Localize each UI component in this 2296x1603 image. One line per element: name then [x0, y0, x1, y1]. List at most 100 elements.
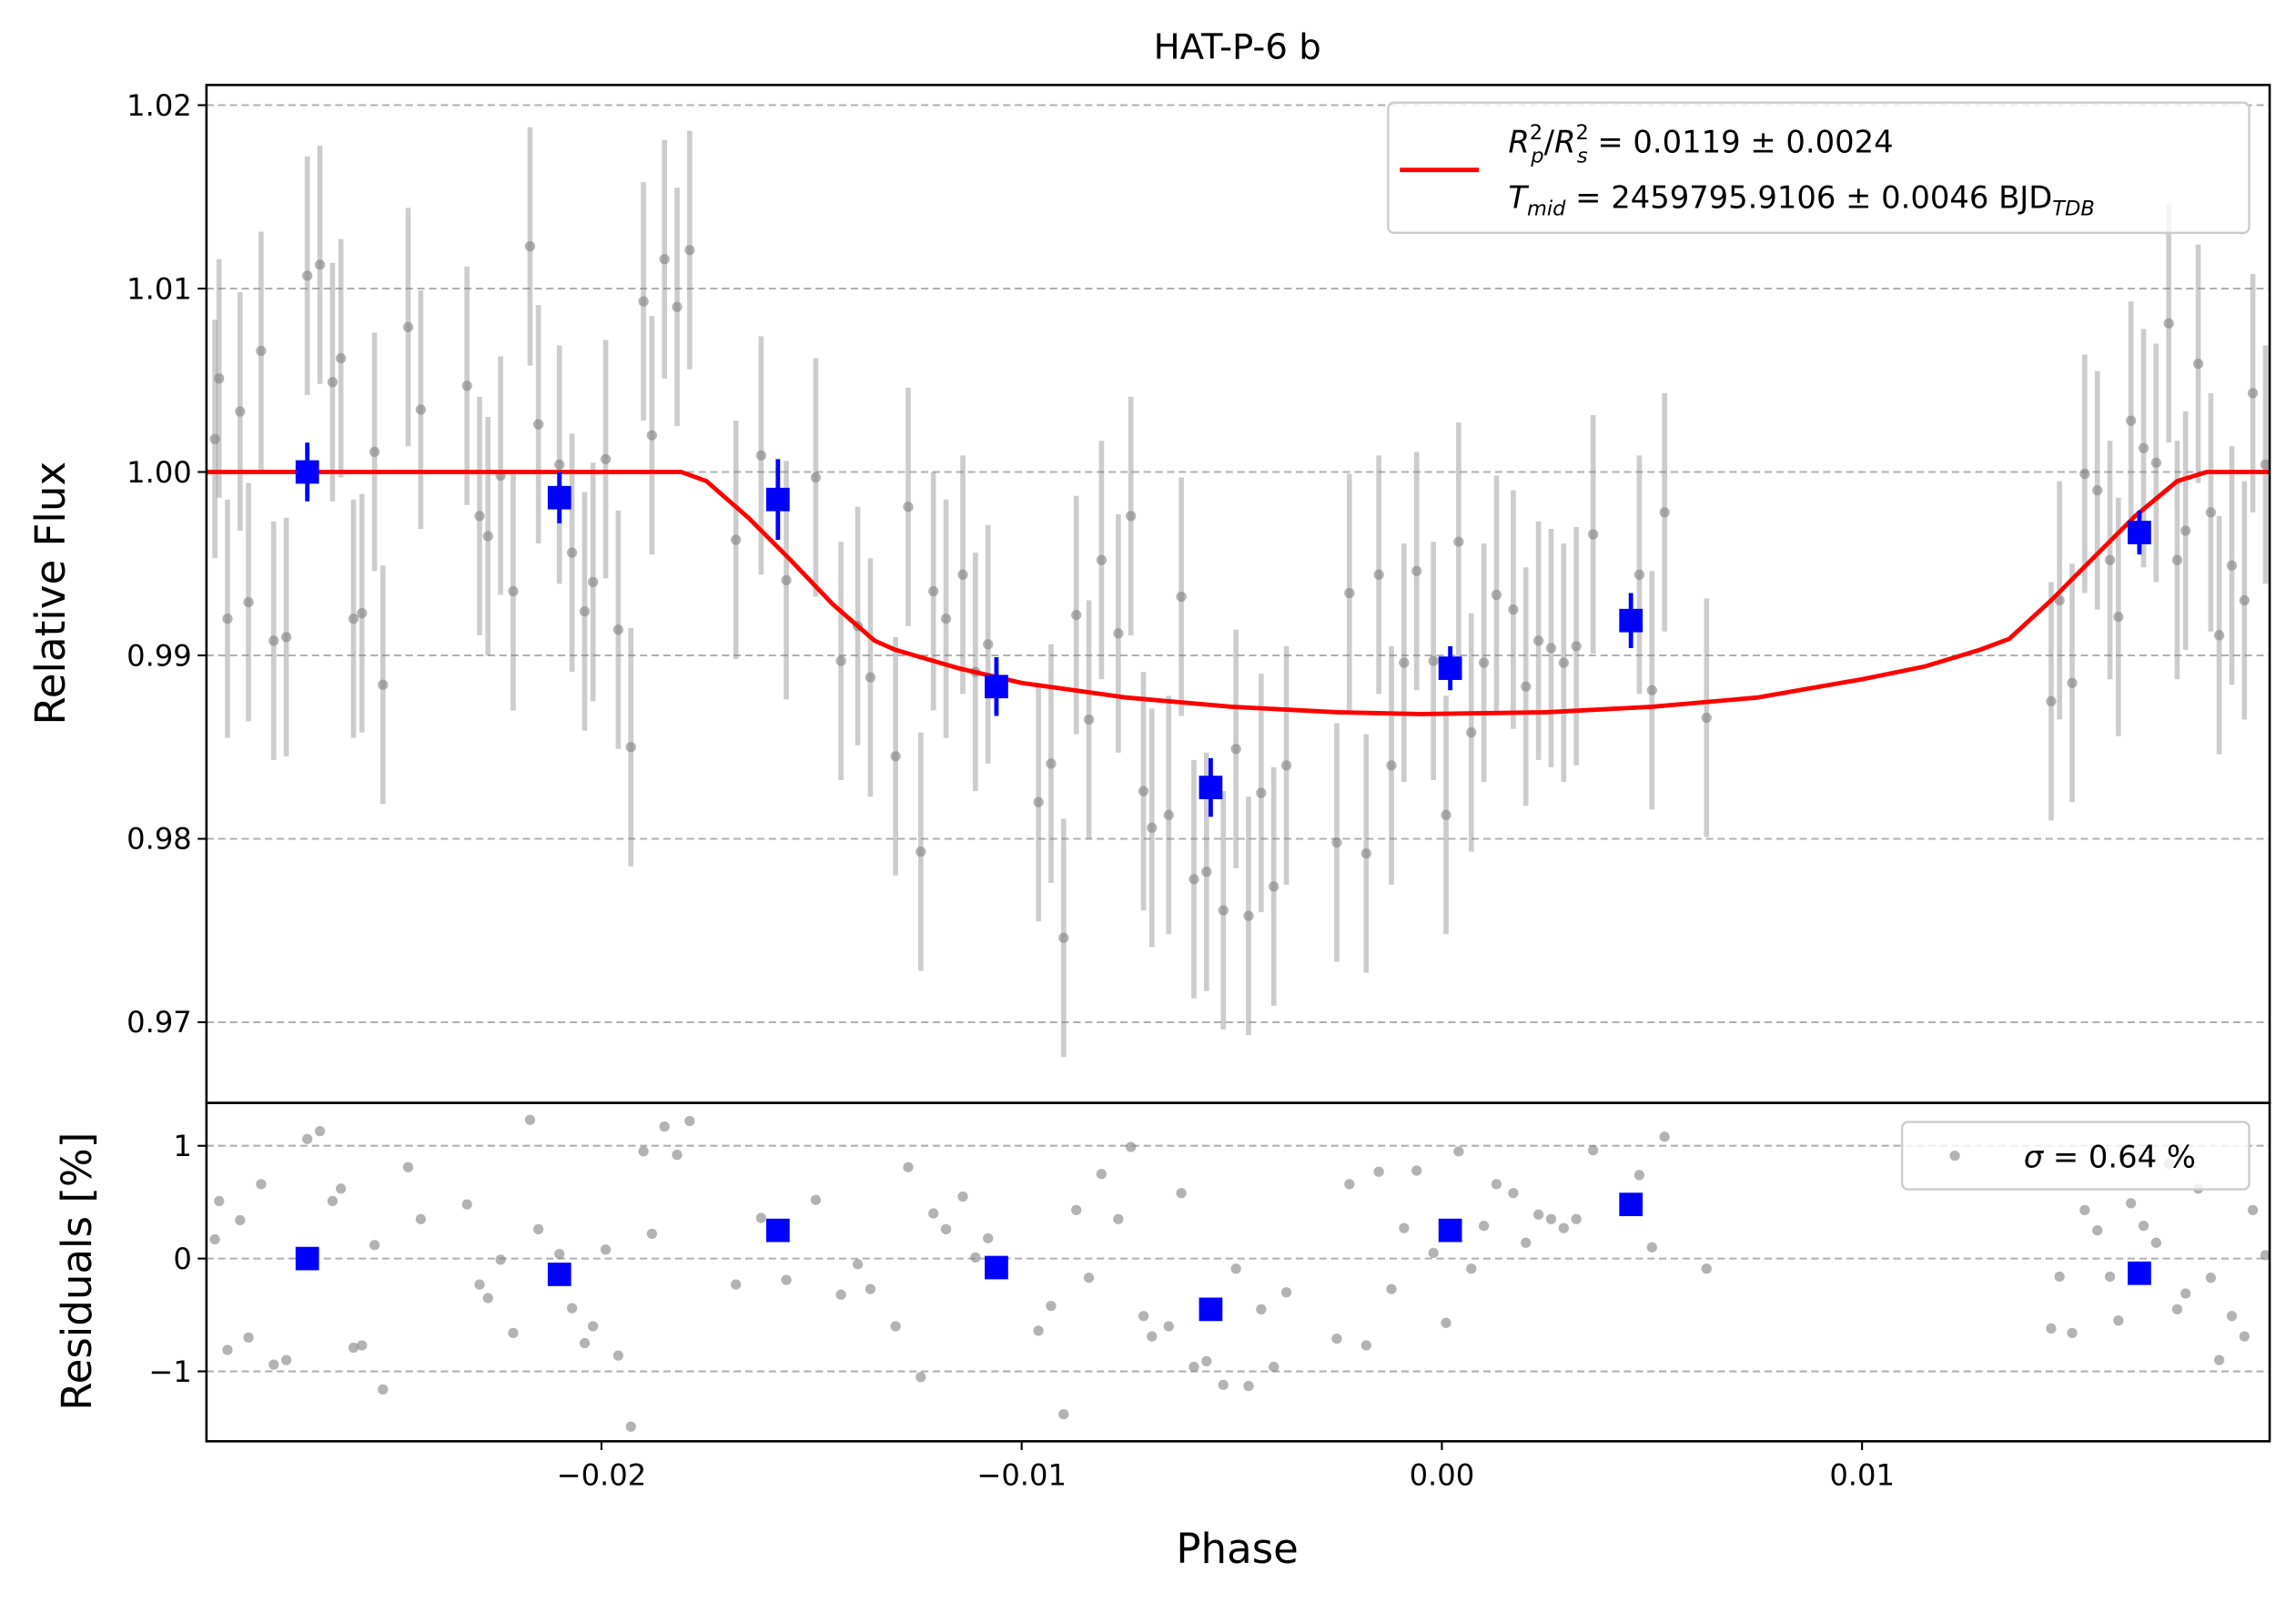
- data-point: [625, 1421, 636, 1432]
- data-point: [810, 1194, 822, 1205]
- data-point: [1399, 1223, 1410, 1233]
- legend-text: mid: [1527, 198, 1566, 221]
- legend-text: = 2459795.9106 ± 0.0046 BJD: [1565, 180, 2052, 216]
- data-point: [268, 1359, 279, 1370]
- legend-text: = 0.0119 ± 0.0024: [1588, 124, 1894, 159]
- data-point: [1571, 1213, 1582, 1224]
- y-tick-label: 0.99: [126, 638, 192, 673]
- data-point: [1138, 1311, 1149, 1322]
- data-point: [1633, 569, 1645, 580]
- data-point: [1201, 1355, 1212, 1367]
- data-point: [235, 1214, 246, 1226]
- chart-title: HAT-P-6 b: [1154, 26, 1321, 67]
- data-point: [2150, 457, 2161, 469]
- data-point: [1083, 1273, 1095, 1283]
- data-point: [1344, 587, 1355, 599]
- data-point: [2046, 695, 2057, 707]
- data-point: [1428, 655, 1439, 666]
- data-point: [579, 606, 591, 617]
- data-point: [357, 1340, 368, 1351]
- data-point: [957, 569, 968, 580]
- legend-label: R2 p/R2 s = 0.0119 ± 0.0024: [1508, 121, 1893, 168]
- y-tick-label: 1.00: [126, 455, 192, 490]
- data-point: [928, 585, 939, 597]
- data-point: [1331, 837, 1342, 848]
- data-point: [302, 270, 313, 281]
- data-point: [1373, 1166, 1384, 1177]
- data-point: [1096, 1169, 1108, 1180]
- data-point: [672, 301, 683, 312]
- data-point: [928, 1208, 939, 1219]
- data-point: [1126, 511, 1137, 522]
- data-point: [336, 352, 347, 364]
- legend: R2 p/R2 s = 0.0119 ± 0.0024 Tmid = 2459795…: [1387, 101, 2250, 235]
- data-point: [2239, 594, 2250, 606]
- legend-text: σ: [2024, 1139, 2045, 1174]
- binned-point: [2128, 521, 2151, 544]
- data-point: [1280, 1287, 1292, 1298]
- data-point: [1587, 529, 1599, 540]
- data-point: [1344, 1179, 1355, 1190]
- data-point: [495, 1254, 506, 1265]
- data-point: [1083, 714, 1095, 725]
- data-point: [1508, 1188, 1519, 1199]
- data-point: [327, 377, 339, 388]
- y-axis-label: Relative Flux: [26, 462, 75, 725]
- data-point: [659, 1121, 670, 1132]
- y-tick-label: 0: [173, 1242, 191, 1276]
- y-tick-label: 1.01: [126, 271, 192, 306]
- data-point: [1453, 536, 1464, 547]
- data-point: [2126, 415, 2137, 426]
- binned-point: [2128, 1261, 2151, 1285]
- data-point: [1478, 657, 1490, 668]
- legend-text: = 0.64 %: [2043, 1139, 2196, 1174]
- data-point: [1558, 1223, 1569, 1233]
- data-point: [600, 1244, 612, 1255]
- legend: σ = 0.64 %: [1900, 1121, 2250, 1191]
- data-point: [1243, 910, 1254, 921]
- data-point: [524, 241, 536, 252]
- legend-marker: [1949, 1150, 1960, 1162]
- data-point: [402, 321, 414, 332]
- data-point: [1147, 1331, 1158, 1342]
- data-point: [1176, 1188, 1187, 1199]
- bottom-axes-frame: [205, 1101, 2271, 1443]
- data-point: [852, 1259, 864, 1270]
- binned-point: [765, 487, 790, 512]
- data-point: [482, 531, 493, 542]
- data-point: [2213, 1354, 2225, 1365]
- data-point: [1163, 809, 1174, 820]
- data-point: [588, 576, 599, 588]
- data-point: [865, 1283, 876, 1294]
- data-point: [566, 1303, 578, 1314]
- data-point: [1441, 1317, 1451, 1328]
- data-point: [1508, 604, 1519, 615]
- data-point: [1521, 681, 1532, 692]
- data-point: [508, 585, 519, 597]
- data-point: [2054, 594, 2065, 606]
- binned-point: [1199, 776, 1223, 799]
- data-point: [2092, 1225, 2103, 1236]
- data-point: [2067, 677, 2078, 688]
- data-point: [378, 1384, 389, 1395]
- y-tick-label: 1: [173, 1129, 191, 1163]
- data-point: [2260, 459, 2271, 471]
- data-point: [1269, 881, 1279, 892]
- data-point: [2205, 507, 2217, 518]
- binned-point: [985, 1255, 1008, 1280]
- data-point: [625, 742, 636, 753]
- data-point: [1659, 507, 1670, 518]
- data-point: [1491, 589, 1502, 601]
- legend-text: s: [1577, 145, 1588, 168]
- legend-text: R: [1554, 124, 1575, 159]
- data-point: [1046, 1301, 1057, 1312]
- data-point: [2239, 1331, 2250, 1342]
- data-point: [209, 433, 220, 444]
- y-tick-label: 1.02: [126, 88, 192, 123]
- data-point: [1071, 1204, 1082, 1215]
- data-point: [554, 459, 565, 471]
- data-point: [2192, 358, 2204, 370]
- data-point: [327, 1195, 339, 1207]
- data-point: [2247, 388, 2259, 399]
- data-point: [835, 655, 846, 666]
